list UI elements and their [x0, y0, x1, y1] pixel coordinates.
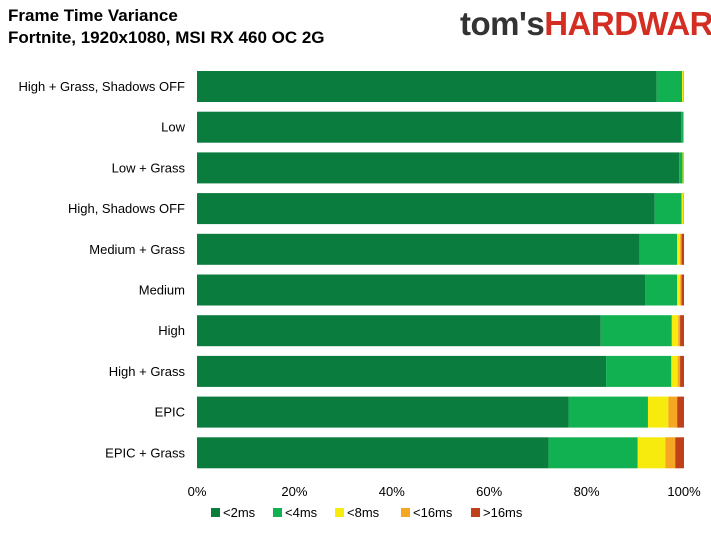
category-label: EPIC — [155, 405, 185, 420]
chart-subtitle: Fortnite, 1920x1080, MSI RX 460 OC 2G — [8, 28, 325, 47]
bar-segment — [682, 152, 684, 184]
bar-segment — [639, 233, 678, 265]
legend-label: <2ms — [223, 505, 256, 520]
bar-segment — [600, 315, 672, 347]
category-label: Medium + Grass — [89, 242, 185, 257]
bar-segment — [568, 396, 648, 428]
bar-segment — [654, 193, 682, 225]
bar-segment — [680, 355, 684, 387]
bar-segment — [656, 71, 683, 102]
x-tick-label: 60% — [476, 484, 502, 499]
bar-segment — [197, 152, 680, 184]
bar-segment — [671, 355, 678, 387]
bar-segment — [681, 274, 684, 306]
legend: <2ms <4ms <8ms <16ms >16ms — [211, 505, 523, 520]
bar-segment — [197, 274, 646, 306]
bars-layer — [197, 71, 685, 469]
bar-segment — [681, 193, 684, 225]
category-label: Low — [161, 120, 185, 135]
bar-segment — [606, 355, 672, 387]
bar-segment — [548, 437, 638, 469]
bar-segment — [197, 355, 607, 387]
bar-segment — [675, 437, 684, 469]
bar-segment — [197, 315, 601, 347]
category-label: Low + Grass — [112, 160, 186, 175]
bar-segment — [197, 111, 682, 143]
bar-segment — [680, 274, 682, 306]
bar-segment — [197, 396, 569, 428]
bar-segment — [668, 396, 678, 428]
legend-swatch — [471, 508, 480, 517]
legend-swatch — [335, 508, 344, 517]
category-label: High + Grass — [109, 364, 186, 379]
bar-segment — [197, 193, 655, 225]
category-label: High — [158, 323, 185, 338]
legend-label: >16ms — [483, 505, 523, 520]
bar-segment — [680, 233, 682, 265]
bar-segment — [197, 71, 657, 102]
legend-swatch — [211, 508, 220, 517]
bar-segment — [681, 111, 684, 143]
bar-segment — [645, 274, 678, 306]
legend-label: <8ms — [347, 505, 380, 520]
bar-segment — [637, 437, 666, 469]
x-tick-label: 80% — [574, 484, 600, 499]
bar-segment — [671, 315, 679, 347]
bar-segment — [680, 315, 684, 347]
category-label: EPIC + Grass — [105, 445, 185, 460]
logo-text-toms: tom's — [460, 5, 545, 42]
legend-swatch — [401, 508, 410, 517]
bar-segment — [197, 233, 640, 265]
x-tick-label: 100% — [667, 484, 701, 499]
bar-segment — [682, 71, 684, 102]
bar-segment — [665, 437, 676, 469]
legend-label: <16ms — [413, 505, 453, 520]
bar-segment — [681, 233, 685, 265]
bar-segment — [679, 152, 683, 184]
x-tick-label: 40% — [379, 484, 405, 499]
category-label: Medium — [139, 283, 185, 298]
x-tick-label: 20% — [281, 484, 307, 499]
x-tick-label: 0% — [188, 484, 207, 499]
x-axis: 0% 20% 40% 60% 80% 100% — [188, 484, 701, 499]
logo-text-hardware: HARDWARE — [544, 5, 711, 42]
legend-label: <4ms — [285, 505, 318, 520]
category-labels: High + Grass, Shadows OFF Low Low + Grass H… — [18, 79, 185, 460]
bar-segment — [677, 355, 681, 387]
chart-title: Frame Time Variance — [8, 6, 178, 25]
bar-segment — [647, 396, 669, 428]
category-label: High, Shadows OFF — [68, 201, 185, 216]
bar-segment — [677, 396, 684, 428]
bar-segment — [678, 315, 681, 347]
bar-segment — [677, 274, 681, 306]
category-label: High + Grass, Shadows OFF — [18, 79, 185, 94]
legend-swatch — [273, 508, 282, 517]
toms-hardware-logo: tom'sHARDWARE — [460, 4, 711, 44]
bar-segment — [197, 437, 549, 469]
bar-segment — [677, 233, 681, 265]
